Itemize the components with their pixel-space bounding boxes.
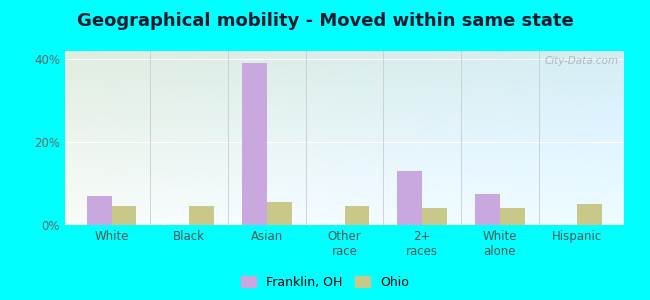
Bar <box>242 63 267 225</box>
Bar <box>397 171 422 225</box>
Bar <box>422 208 447 225</box>
Bar <box>112 206 136 225</box>
Bar <box>267 202 292 225</box>
Bar <box>344 206 369 225</box>
Legend: Franklin, OH, Ohio: Franklin, OH, Ohio <box>236 271 414 294</box>
Bar <box>86 196 112 225</box>
Bar <box>189 206 214 225</box>
Bar <box>500 208 525 225</box>
Bar <box>577 204 603 225</box>
Bar <box>475 194 500 225</box>
Text: City-Data.com: City-Data.com <box>544 56 618 66</box>
Text: Geographical mobility - Moved within same state: Geographical mobility - Moved within sam… <box>77 12 573 30</box>
